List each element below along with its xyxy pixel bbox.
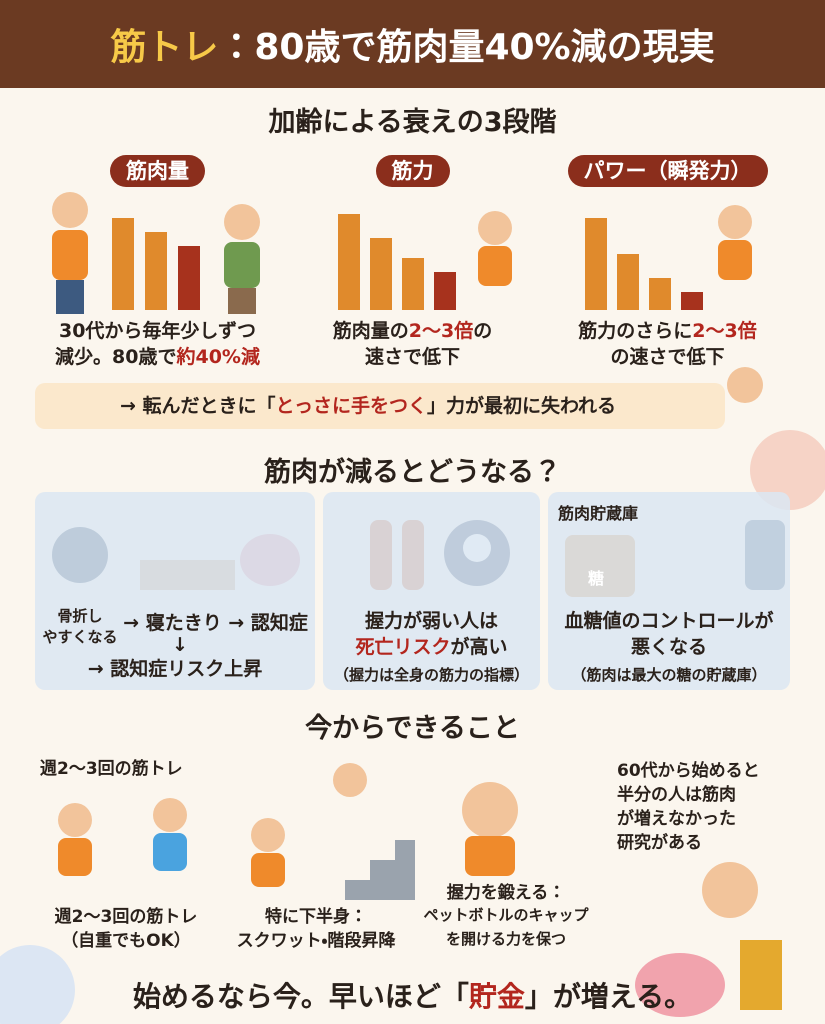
text: 」が増える。 xyxy=(524,980,693,1013)
emphasis: 死亡リスク xyxy=(355,636,451,658)
decor xyxy=(0,945,75,1024)
text: ペットボトルのキャップ xyxy=(423,906,589,924)
text: が増えなかった xyxy=(617,809,736,829)
text: 骨折し やすくなる xyxy=(40,605,120,647)
chain: → 寝たきり → 認知症 xyxy=(123,612,308,634)
text: スクワット・階段昇降 xyxy=(236,931,396,951)
card xyxy=(35,492,315,690)
stage-label: パワー（瞬発力） xyxy=(545,155,790,187)
text: （自重でもOK） xyxy=(61,931,191,951)
text: 減少。80歳で約40%減 xyxy=(35,344,280,370)
header-band xyxy=(0,0,825,88)
chart-icon xyxy=(112,214,703,310)
text: 筋肉量の2〜3倍の xyxy=(290,318,535,344)
line: 速さで低下 xyxy=(364,346,460,368)
text: の速さで低下 xyxy=(545,344,790,370)
title-accent: 筋トレ xyxy=(110,27,219,68)
text: 研究がある xyxy=(617,833,702,853)
text: 血糖値のコントロールが xyxy=(564,610,774,632)
emphasis: とっさに手をつく xyxy=(275,395,427,417)
text: 始めるなら今。早いほど「 xyxy=(132,980,469,1013)
section-heading: 今からできること xyxy=(305,713,520,744)
note: （握力は全身の筋力の指標） xyxy=(333,666,529,684)
line: 減少。80歳で xyxy=(55,346,177,368)
emphasis: 2〜3倍 xyxy=(408,320,474,342)
stage-label: 筋力 xyxy=(290,155,535,187)
text: 握力が弱い人は xyxy=(364,610,498,632)
text: 死亡リスクが高い xyxy=(323,634,540,660)
text: 週2〜3回の筋トレ xyxy=(54,907,198,927)
text: が高い xyxy=(450,636,508,658)
text: 握力を鍛える： xyxy=(446,883,566,903)
banner xyxy=(35,383,725,429)
emphasis: 2〜3倍 xyxy=(692,320,757,342)
footer: 始めるなら今。早いほど「貯金」が増える。 xyxy=(0,975,825,1015)
text: 30代から毎年少しずつ xyxy=(35,318,280,344)
text: 半分の人は筋肉 xyxy=(617,785,736,805)
line: 骨折し xyxy=(57,607,103,625)
section-heading: 筋肉が減るとどうなる？ xyxy=(264,457,561,488)
chain: → 認知症リスク上昇 xyxy=(87,658,263,680)
text: 60代から始めると xyxy=(617,761,760,781)
line: 筋肉量の xyxy=(332,320,409,342)
stage-label: 筋肉量 xyxy=(35,155,280,187)
emphasis: 貯金 xyxy=(468,980,525,1013)
text: 悪くなる xyxy=(630,636,707,658)
label: パワー（瞬発力） xyxy=(567,155,768,187)
card xyxy=(323,492,540,690)
text: 筋力のさらに2〜3倍 xyxy=(545,318,790,344)
label: 筋力 xyxy=(375,155,450,187)
banner-text: → 転んだときに「とっさに手をつく」力が最初に失われる xyxy=(120,393,720,419)
text: 速さで低下 xyxy=(290,344,535,370)
arrow: ↓ xyxy=(172,634,188,656)
line: 30代から毎年少しずつ xyxy=(58,320,257,342)
text: を開ける力を保つ xyxy=(445,930,566,948)
line: 筋力のさらに xyxy=(578,320,693,342)
jar-label: 糖 xyxy=(588,569,605,588)
label: 筋肉貯蔵庫 xyxy=(558,504,639,523)
emphasis: 約40%減 xyxy=(176,346,260,368)
title-rest: ：80歳で筋肉量40%減の現実 xyxy=(218,27,715,68)
note: （筋肉は最大の糖の貯蔵庫） xyxy=(571,666,767,684)
section-heading: 加齢による衰えの3段階 xyxy=(268,107,557,138)
text: → 転んだときに「 xyxy=(120,395,276,417)
line: やすくなる xyxy=(42,628,118,646)
text: 特に下半身： xyxy=(265,907,367,927)
text: 」力が最初に失われる xyxy=(426,395,617,417)
card xyxy=(548,492,790,690)
label: 筋肉量 xyxy=(110,155,205,187)
text: 週2〜3回の筋トレ xyxy=(40,759,183,779)
line: の xyxy=(473,320,493,342)
line: の速さで低下 xyxy=(610,346,725,368)
title: 筋トレ：80歳で筋肉量40%減の現実 xyxy=(0,18,825,70)
decor xyxy=(750,430,825,510)
